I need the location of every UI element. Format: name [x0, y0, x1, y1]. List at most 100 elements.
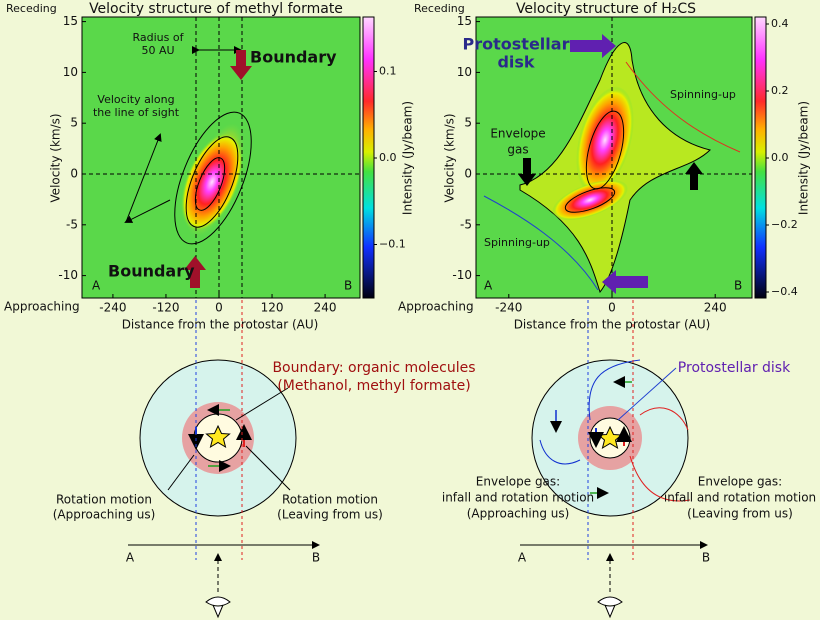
- x-tick-label: 240: [704, 301, 727, 315]
- arrow: [124, 199, 171, 223]
- colorbar-label: Intensity (Jy/beam): [401, 101, 415, 215]
- annotation: Boundary: [250, 48, 337, 67]
- x-tick-label: 120: [261, 301, 284, 315]
- y-tick-label: 15: [457, 14, 472, 28]
- annotation: Spinning-up: [484, 236, 550, 249]
- infall-curve: [639, 407, 689, 431]
- y-tick-label: 10: [63, 65, 78, 79]
- label: Approaching: [398, 300, 474, 314]
- annotation: B: [344, 279, 352, 293]
- colorbar-label: Intensity (Jy/beam): [797, 101, 811, 215]
- leader: [167, 454, 195, 491]
- annotation: (Approaching us): [467, 507, 570, 521]
- colorbar-tick-label: 0.1: [379, 65, 397, 78]
- x-tick-label: 0: [215, 301, 223, 315]
- label: Receding: [6, 2, 57, 15]
- annotation: Protostellar disk: [678, 360, 791, 376]
- y-tick-label: 5: [70, 116, 78, 130]
- annotation: (Methanol, methyl formate): [277, 378, 470, 394]
- colorbar-tick-label: 0.0: [379, 151, 397, 164]
- y-tick-label: 5: [464, 116, 472, 130]
- axis-label: Distance from the protostar (AU): [514, 318, 711, 332]
- annotation: A: [92, 279, 101, 293]
- infall-curve: [629, 455, 691, 502]
- label: Approaching: [4, 300, 80, 314]
- y-tick-label: 10: [457, 65, 472, 79]
- star: [205, 424, 231, 449]
- boundary-arrow: [230, 50, 252, 80]
- emission: [576, 86, 634, 194]
- annotation: (Leaving from us): [687, 507, 793, 521]
- contour: [194, 157, 226, 211]
- axis-label: Velocity (km/s): [443, 113, 457, 202]
- annotation: disk: [497, 53, 534, 72]
- label: Receding: [414, 2, 465, 15]
- arrow: [518, 158, 536, 186]
- annotation: Envelope: [490, 127, 545, 141]
- y-tick-label: 15: [63, 14, 78, 28]
- spin-curve: [625, 61, 741, 153]
- annotation: the line of sight: [93, 106, 180, 119]
- left-diagram: Boundary: organic molecules (Methanol, m…: [53, 300, 476, 619]
- right-diagram: Protostellar disk Envelope gas: infall a…: [442, 300, 816, 619]
- colorbar: [362, 16, 375, 299]
- x-tick-label: -240: [495, 301, 522, 315]
- colorbar-tick-label: 0.0: [771, 151, 789, 164]
- colorbar-tick-label: −0.4: [771, 285, 798, 298]
- colorbar-tick-label: −0.1: [379, 238, 406, 251]
- contour: [174, 111, 252, 245]
- annotation: Rotation motion: [282, 493, 378, 507]
- annotation: Velocity along: [97, 93, 174, 106]
- colorbar-tick-label: −0.2: [771, 218, 798, 231]
- y-tick-label: -10: [452, 268, 472, 282]
- annotation: B: [734, 279, 742, 293]
- leader: [245, 445, 291, 491]
- disk-arrow: [570, 34, 616, 58]
- disk-arrow: [602, 270, 648, 294]
- annotation: Spinning-up: [670, 88, 736, 101]
- annotation: Protostellar: [463, 35, 570, 54]
- y-tick-label: -5: [460, 217, 472, 231]
- annotation: infall and rotation motion: [442, 491, 594, 505]
- title: Velocity structure of H₂CS: [516, 1, 696, 17]
- eye: [597, 596, 623, 619]
- label: A: [518, 551, 527, 565]
- arrow: [125, 133, 162, 223]
- colorbar-tick-label: 0.4: [771, 17, 789, 30]
- infall-curve: [588, 359, 641, 421]
- title: Velocity structure of methyl formate: [89, 1, 343, 17]
- left-plot: Velocity structure of methyl formate Rec…: [4, 1, 415, 332]
- y-tick-label: -5: [66, 217, 78, 231]
- x-tick-label: -240: [99, 301, 126, 315]
- contour: [585, 110, 625, 190]
- label: B: [312, 551, 320, 565]
- x-tick-label: -120: [152, 301, 179, 315]
- x-tick-label: 240: [314, 301, 337, 315]
- contour: [185, 136, 239, 228]
- axis-label: Velocity (km/s): [49, 113, 63, 202]
- annotation: Boundary: [108, 262, 195, 281]
- spin-curve: [483, 195, 599, 291]
- right-plot: Velocity structure of H₂CS Receding Appr…: [398, 1, 811, 332]
- annotation: (Leaving from us): [277, 508, 383, 522]
- y-tick-label: -10: [58, 268, 78, 282]
- annotation: A: [484, 279, 493, 293]
- eye: [205, 596, 231, 619]
- boundary-arrow: [184, 256, 206, 288]
- emission: [552, 179, 628, 221]
- annotation: gas: [507, 143, 528, 157]
- x-tick-label: 0: [608, 301, 616, 315]
- annotation: Envelope gas:: [476, 475, 560, 489]
- infall-curve: [539, 439, 581, 465]
- annotation: 50 AU: [141, 44, 174, 57]
- annotation: Boundary: organic molecules: [272, 360, 475, 376]
- arrow: [685, 162, 703, 190]
- y-tick-label: 0: [70, 167, 78, 181]
- annotation: Envelope gas:: [698, 475, 782, 489]
- colorbar-tick-label: 0.2: [771, 84, 789, 97]
- contour: [564, 187, 616, 213]
- y-tick-label: 0: [464, 167, 472, 181]
- label: B: [702, 551, 710, 565]
- annotation: infall and rotation motion: [664, 491, 816, 505]
